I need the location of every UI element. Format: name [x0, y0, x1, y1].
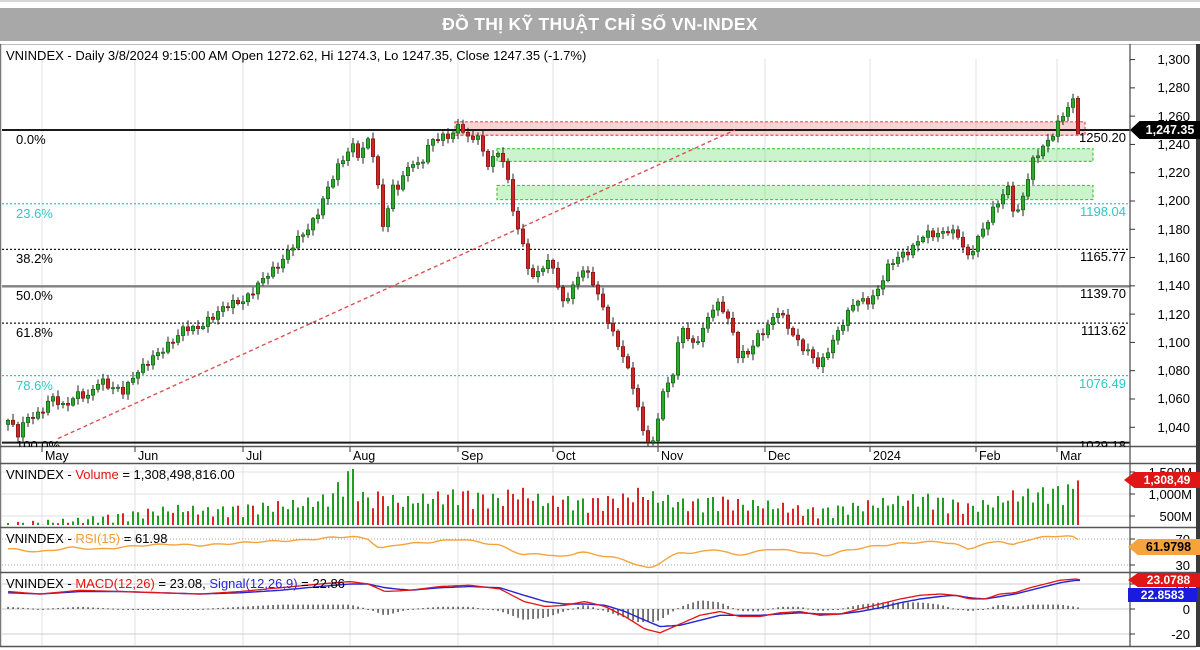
macd-label-segment: = 22.86 — [298, 576, 345, 591]
fib-level-label: 100.0% — [16, 439, 60, 447]
month-label: Sep — [461, 449, 483, 463]
month-label: Nov — [661, 449, 683, 463]
rsi-line — [8, 536, 1078, 568]
macd-label-segment: MACD(12,26) — [75, 576, 154, 591]
fibonacci-lines — [2, 130, 1130, 443]
volume-label: VNINDEX - Volume = 1,308,498,816.00 — [6, 467, 235, 482]
macd-axis-tick: 0 — [1132, 603, 1190, 616]
price-axis-tick: 1,160 — [1132, 251, 1190, 264]
volume-label-segment: Volume — [75, 467, 118, 482]
last-price-badge: 1,247.35 — [1130, 121, 1200, 139]
month-gridlines — [2, 59, 1130, 645]
macd-label-segment: = 23.08, — [155, 576, 210, 591]
price-axis-tick: 1,280 — [1132, 81, 1190, 94]
macd-value-badge: 23.0788 — [1128, 573, 1200, 587]
price-axis-tick: 1,240 — [1132, 138, 1190, 151]
fib-level-label: 0.0% — [16, 133, 46, 146]
month-label: Feb — [979, 449, 1001, 463]
month-label: Jun — [138, 449, 158, 463]
price-axis-tick: 1,100 — [1132, 336, 1190, 349]
price-axis-tick: 1,180 — [1132, 223, 1190, 236]
fib-level-label: 61.8% — [16, 326, 53, 339]
volume-axis-tick: 1,000M — [1132, 488, 1192, 501]
macd-label: VNINDEX - MACD(12,26) = 23.08, Signal(12… — [6, 576, 345, 591]
volume-value-badge: 1,308,49 — [1124, 472, 1200, 488]
month-label: 2024 — [873, 449, 901, 463]
price-axis-tick: 1,120 — [1132, 308, 1190, 321]
price-axis-tick: 1,300 — [1132, 53, 1190, 66]
month-label: Jul — [246, 449, 262, 463]
rsi-label-segment: = 61.98 — [120, 531, 167, 546]
fib-level-label: 23.6% — [16, 207, 53, 220]
fib-level-value: 1113.62 — [1038, 324, 1126, 337]
macd-label-segment: Signal(12,26,9) — [209, 576, 297, 591]
price-axis-tick: 1,220 — [1132, 166, 1190, 179]
volume-label-segment: VNINDEX - — [6, 467, 75, 482]
month-label: Mar — [1060, 449, 1082, 463]
rsi-value-badge: 61.9798 — [1128, 539, 1200, 555]
price-zones — [455, 122, 1093, 200]
candlestick-series — [6, 94, 1079, 448]
fib-level-value: 1029.18 — [1038, 439, 1126, 447]
month-label: Oct — [556, 449, 575, 463]
fib-level-label: 78.6% — [16, 379, 53, 392]
fib-level-value: 1165.77 — [1038, 250, 1126, 263]
price-axis-tick: 1,040 — [1132, 421, 1190, 434]
price-axis-tick: 1,200 — [1132, 194, 1190, 207]
macd-label-segment: VNINDEX - — [6, 576, 75, 591]
rsi-label-segment: VNINDEX - — [6, 531, 75, 546]
fib-level-label: 50.0% — [16, 289, 53, 302]
macd-histogram — [8, 601, 1079, 622]
signal-value-badge: 22.8583 — [1128, 588, 1197, 602]
fib-level-value: 1076.49 — [1038, 377, 1126, 390]
volume-label-segment: = 1,308,498,816.00 — [119, 467, 235, 482]
month-label: Aug — [353, 449, 375, 463]
price-axis-tick: 1,140 — [1132, 279, 1190, 292]
macd-axis-tick: -20 — [1132, 628, 1190, 641]
fib-level-value: 1198.04 — [1038, 205, 1126, 218]
price-axis-tick: 1,080 — [1132, 364, 1190, 377]
price-axis-tick: 1,260 — [1132, 110, 1190, 123]
rsi-axis-tick: 30 — [1132, 559, 1190, 572]
rsi-label-segment: RSI(15) — [75, 531, 120, 546]
fib-level-value: 1250.20 — [1038, 131, 1126, 144]
rsi-label: VNINDEX - RSI(15) = 61.98 — [6, 531, 168, 546]
volume-axis-tick: 500M — [1132, 510, 1192, 523]
main-quote-line: VNINDEX - Daily 3/8/2024 9:15:00 AM Open… — [6, 48, 586, 63]
month-label: Dec — [768, 449, 790, 463]
fib-level-value: 1139.70 — [1038, 287, 1126, 300]
month-label: May — [45, 449, 69, 463]
fib-level-label: 38.2% — [16, 252, 53, 265]
price-axis-tick: 1,060 — [1132, 392, 1190, 405]
